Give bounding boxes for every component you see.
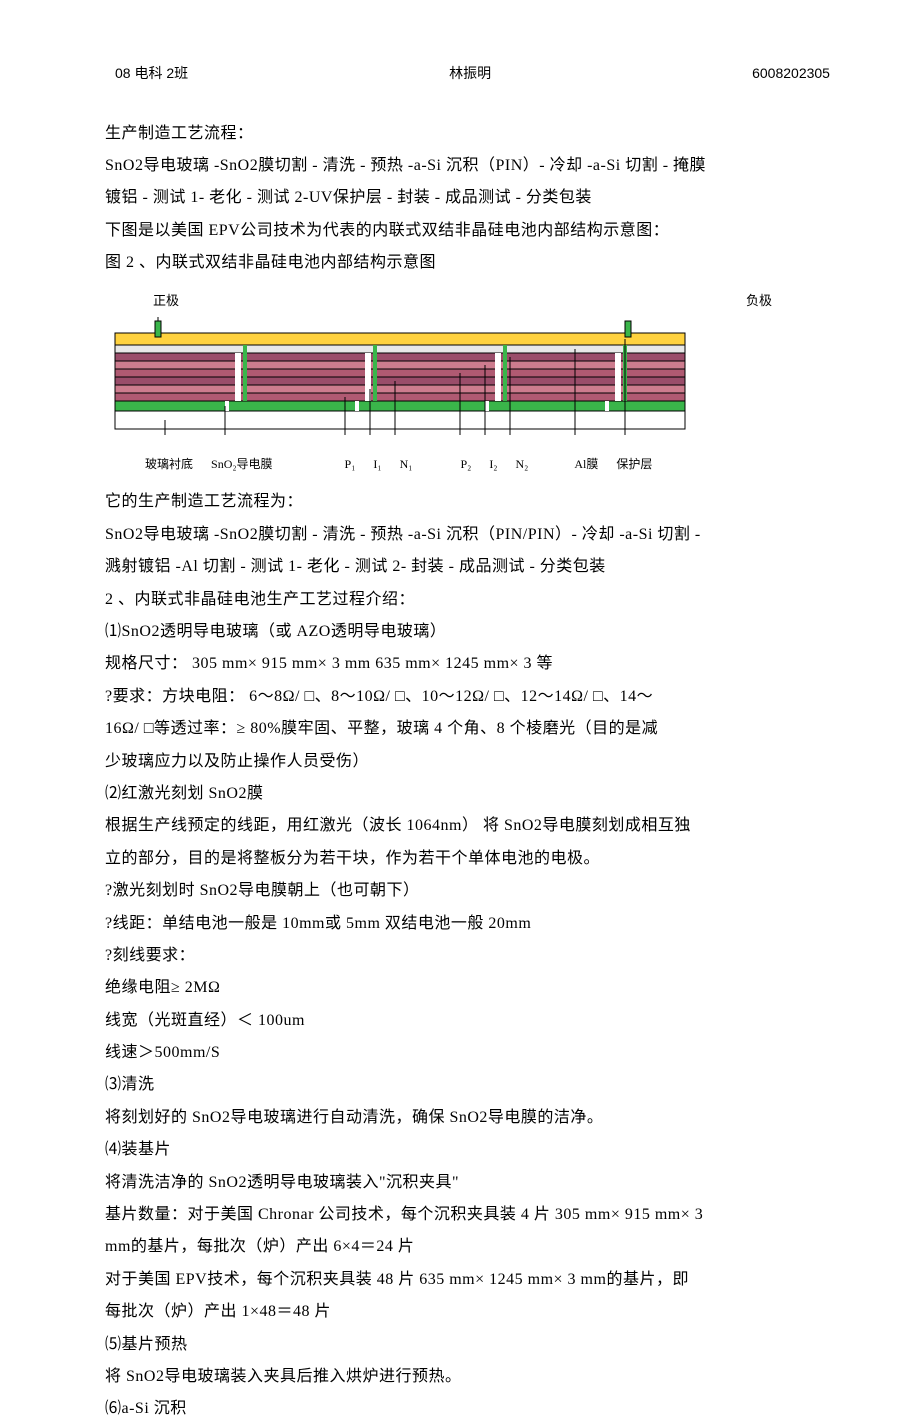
text-line: ⑸基片预热	[105, 1330, 830, 1360]
text-line: 下图是以美国 EPV公司技术为代表的内联式双结非晶硅电池内部结构示意图：	[105, 216, 830, 246]
text-line: 每批次（炉）产出 1×48＝48 片	[105, 1297, 830, 1327]
diagram-label: N₁	[400, 453, 413, 476]
text-line: 将清洗洁净的 SnO2透明导电玻璃装入"沉积夹具"	[105, 1168, 830, 1198]
header-name: 林振明	[449, 60, 491, 87]
text-line: ⑶清洗	[105, 1070, 830, 1100]
text-line: 16Ω/ □等透过率：≥ 80%膜牢固、平整，玻璃 4 个角、8 个棱磨光（目的…	[105, 714, 830, 744]
text-line: 镀铝 - 测试 1- 老化 - 测试 2-UV保护层 - 封装 - 成品测试 -…	[105, 183, 830, 213]
text-line: 对于美国 EPV技术，每个沉积夹具装 48 片 635 mm× 1245 mm×…	[105, 1265, 830, 1295]
text-line: 溅射镀铝 -Al 切割 - 测试 1- 老化 - 测试 2- 封装 - 成品测试…	[105, 552, 830, 582]
text-line: 少玻璃应力以及防止操作人员受伤）	[105, 747, 830, 777]
diagram-label: I₁	[373, 453, 381, 476]
text-line: ⑷装基片	[105, 1135, 830, 1165]
text-line: ⑵红激光刻划 SnO2膜	[105, 779, 830, 809]
cell-structure-svg	[105, 315, 695, 437]
diagram-label: 玻璃衬底	[145, 453, 193, 476]
header-id: 6008202305	[752, 60, 830, 87]
diagram-label: 保护层	[616, 453, 652, 476]
text-line: ?要求：方块电阻： 6～8Ω/ □、8～10Ω/ □、10～12Ω/ □、12～…	[105, 682, 830, 712]
text-line: 绝缘电阻≥ 2MΩ	[105, 973, 830, 1003]
text-line: 规格尺寸： 305 mm× 915 mm× 3 mm 635 mm× 1245 …	[105, 649, 830, 679]
text-line: 线宽（光斑直经）＜ 100um	[105, 1006, 830, 1036]
text-line: 生产制造工艺流程：	[105, 119, 830, 149]
document-body: 生产制造工艺流程： SnO2导电玻璃 -SnO2膜切割 - 清洗 - 预热 -a…	[105, 119, 830, 1425]
header-class: 08 电科 2班	[115, 60, 188, 87]
text-line: 基片数量：对于美国 Chronar 公司技术，每个沉积夹具装 4 片 305 m…	[105, 1200, 830, 1230]
diagram-label: I₂	[489, 453, 497, 476]
text-line: SnO2导电玻璃 -SnO2膜切割 - 清洗 - 预热 -a-Si 沉积（PIN…	[105, 151, 830, 181]
text-line: 将 SnO2导电玻璃装入夹具后推入烘炉进行预热。	[105, 1362, 830, 1392]
diagram-label: Al膜	[574, 453, 598, 476]
text-line: 它的生产制造工艺流程为：	[105, 487, 830, 517]
text-line: ?线距：单结电池一般是 10mm或 5mm 双结电池一般 20mm	[105, 909, 830, 939]
diagram-label-positive: 正极	[153, 289, 179, 314]
diagram-label: P₁	[345, 453, 356, 476]
diagram-label: P₂	[460, 453, 471, 476]
diagram-label: SnO₂导电膜	[211, 453, 273, 476]
cell-structure-diagram: 正极 负极 玻璃衬底 SnO₂导电膜 P₁ I₁ N₁ P₂ I₂ N₂ Al膜…	[105, 289, 830, 476]
text-line: 线速＞500mm/S	[105, 1038, 830, 1068]
diagram-label-negative: 负极	[746, 289, 772, 314]
text-line: SnO2导电玻璃 -SnO2膜切割 - 清洗 - 预热 -a-Si 沉积（PIN…	[105, 520, 830, 550]
text-line: 2 、内联式非晶硅电池生产工艺过程介绍：	[105, 585, 830, 615]
text-line: 将刻划好的 SnO2导电玻璃进行自动清洗，确保 SnO2导电膜的洁净。	[105, 1103, 830, 1133]
text-line: ⑹a-Si 沉积	[105, 1394, 830, 1424]
text-line: 立的部分，目的是将整板分为若干块，作为若干个单体电池的电极。	[105, 844, 830, 874]
text-line: ?刻线要求：	[105, 941, 830, 971]
text-line: 图 2 、内联式双结非晶硅电池内部结构示意图	[105, 248, 830, 278]
text-line: ?激光刻划时 SnO2导电膜朝上（也可朝下）	[105, 876, 830, 906]
diagram-label: N₂	[516, 453, 529, 476]
text-line: ⑴SnO2透明导电玻璃（或 AZO透明导电玻璃）	[105, 617, 830, 647]
text-line: 根据生产线预定的线距，用红激光（波长 1064nm） 将 SnO2导电膜刻划成相…	[105, 811, 830, 841]
text-line: mm的基片，每批次（炉）产出 6×4＝24 片	[105, 1232, 830, 1262]
